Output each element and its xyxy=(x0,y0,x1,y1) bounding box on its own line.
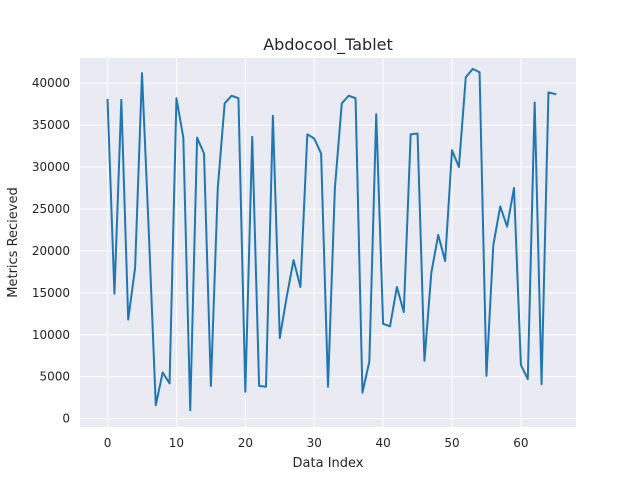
data-point xyxy=(423,360,425,362)
y-tick-label: 20000 xyxy=(32,244,70,258)
series-layer xyxy=(106,67,557,412)
data-point xyxy=(403,311,405,313)
data-point xyxy=(451,149,453,151)
data-point xyxy=(313,138,315,140)
data-point xyxy=(113,293,115,295)
x-axis-label: Data Index xyxy=(293,456,364,471)
y-tick-label: 5000 xyxy=(39,370,70,384)
data-point xyxy=(444,260,446,262)
data-point xyxy=(506,226,508,228)
data-point xyxy=(479,71,481,73)
x-tick-label: 40 xyxy=(375,436,390,450)
data-point xyxy=(120,99,122,101)
data-point xyxy=(430,272,432,274)
data-point xyxy=(169,382,171,384)
y-tick-label: 0 xyxy=(62,412,70,426)
data-point xyxy=(258,385,260,387)
data-point xyxy=(251,136,253,138)
y-axis-label: Metrics Recieved xyxy=(6,187,21,297)
chart-title: Abdocool_Tablet xyxy=(263,35,393,55)
data-point xyxy=(279,337,281,339)
data-point xyxy=(499,205,501,207)
data-point xyxy=(107,99,109,101)
data-point xyxy=(299,286,301,288)
data-point xyxy=(127,319,129,321)
data-point xyxy=(272,115,274,117)
y-tick-label: 15000 xyxy=(32,286,70,300)
data-point xyxy=(375,113,377,115)
data-point xyxy=(465,76,467,78)
data-point xyxy=(527,378,529,380)
y-tick-label: 35000 xyxy=(32,118,70,132)
data-point xyxy=(203,153,205,155)
data-point xyxy=(541,383,543,385)
x-tick-label: 20 xyxy=(238,436,253,450)
data-point xyxy=(196,137,198,139)
x-tick-label: 60 xyxy=(513,436,528,450)
data-point xyxy=(141,72,143,74)
data-point xyxy=(368,361,370,363)
data-point xyxy=(382,323,384,325)
series-line xyxy=(106,67,557,412)
data-point xyxy=(458,166,460,168)
data-point xyxy=(355,97,357,99)
data-point xyxy=(231,95,233,97)
data-point xyxy=(520,364,522,366)
x-tick-label: 50 xyxy=(444,436,459,450)
data-point xyxy=(265,386,267,388)
data-point xyxy=(320,153,322,155)
data-point xyxy=(348,95,350,97)
data-point xyxy=(327,386,329,388)
data-point xyxy=(189,409,191,411)
data-point xyxy=(396,286,398,288)
x-tick-label: 10 xyxy=(169,436,184,450)
data-point xyxy=(389,325,391,327)
y-tick-label: 30000 xyxy=(32,160,70,174)
y-tick-label: 25000 xyxy=(32,202,70,216)
y-tick-label: 40000 xyxy=(32,76,70,90)
data-point xyxy=(286,296,288,298)
data-point xyxy=(224,102,226,104)
x-tick-labels: 0 10 20 30 40 50 60 xyxy=(104,436,529,450)
data-point xyxy=(334,187,336,189)
x-tick-label: 0 xyxy=(104,436,112,450)
data-point xyxy=(162,371,164,373)
data-point xyxy=(148,233,150,235)
data-point xyxy=(217,187,219,189)
data-point xyxy=(175,97,177,99)
data-point xyxy=(534,101,536,103)
data-point xyxy=(182,137,184,139)
data-point xyxy=(155,404,157,406)
data-point xyxy=(492,244,494,246)
data-point xyxy=(485,375,487,377)
data-point xyxy=(134,267,136,269)
data-point xyxy=(306,133,308,135)
data-point xyxy=(361,392,363,394)
y-tick-labels: 0 5000 10000 15000 20000 25000 30000 35000 40000 xyxy=(32,76,70,425)
data-point xyxy=(547,91,549,93)
data-point xyxy=(293,259,295,261)
data-point xyxy=(341,102,343,104)
data-point xyxy=(417,132,419,134)
data-point xyxy=(210,385,212,387)
y-tick-label: 10000 xyxy=(32,328,70,342)
data-point xyxy=(437,234,439,236)
data-point xyxy=(244,391,246,393)
data-point xyxy=(554,93,556,95)
data-point xyxy=(513,187,515,189)
data-point xyxy=(237,97,239,99)
data-point xyxy=(472,68,474,70)
data-point xyxy=(410,133,412,135)
x-tick-label: 30 xyxy=(307,436,322,450)
